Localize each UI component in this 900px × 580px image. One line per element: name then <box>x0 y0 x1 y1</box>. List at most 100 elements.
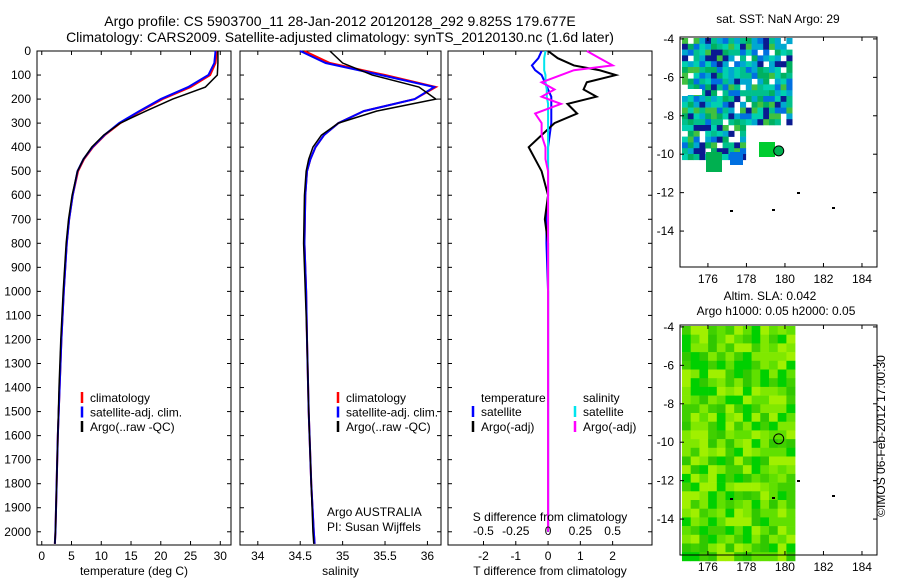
sla-cell <box>742 482 752 492</box>
sla-cell <box>777 343 787 353</box>
island-mark <box>772 497 775 499</box>
sst-cell <box>774 84 781 91</box>
sla-cell <box>708 334 718 344</box>
sla-cell <box>786 552 796 562</box>
sst-cell <box>728 49 735 56</box>
x2-tick-label: 0.5 <box>604 524 621 538</box>
sla-cell <box>699 326 709 335</box>
x-tick-label: 178 <box>736 560 756 574</box>
sla-cell <box>725 534 735 544</box>
map-panel-1: -4 -6 -8 -10 -12 -14 176 178 180 182 184 sat. SST: … <box>657 12 878 286</box>
sst-cell <box>711 136 718 143</box>
sst-cell <box>711 49 718 56</box>
sla-cell <box>769 447 778 457</box>
sla-cell <box>690 482 700 492</box>
x-tick-label: 1 <box>577 549 584 563</box>
legend-label: satellite-adj. clim. <box>90 406 182 420</box>
legend-header-temperature: temperature <box>481 391 546 405</box>
sst-cell <box>693 67 700 74</box>
sst-cell <box>740 101 747 108</box>
sst-cell <box>751 90 758 97</box>
sst-cell <box>774 90 781 97</box>
sst-cell <box>734 38 741 45</box>
sla-cell <box>708 430 718 440</box>
sla-cell <box>786 508 796 518</box>
sla-cell <box>742 334 752 344</box>
sst-cell <box>711 96 718 103</box>
sla-cell <box>682 543 691 553</box>
sst-cell <box>740 125 747 132</box>
sst-cell <box>687 142 694 149</box>
sla-cell <box>760 352 770 362</box>
sla-cell <box>734 395 744 405</box>
sla-cell <box>734 343 744 353</box>
sla-cell <box>725 395 735 405</box>
sla-cell <box>690 473 700 483</box>
sla-cell <box>716 369 726 379</box>
sst-cell <box>699 43 706 50</box>
sst-cell <box>682 55 689 62</box>
sst-cell <box>763 90 770 97</box>
y-tick-label: 1000 <box>4 284 31 298</box>
sla-cell <box>742 430 752 440</box>
sst-cell <box>711 55 718 62</box>
sla-cell <box>760 543 770 553</box>
sst-cell <box>740 61 747 68</box>
sst-cell <box>769 72 776 79</box>
y-tick-label: -8 <box>663 397 674 411</box>
sla-cell <box>699 491 709 501</box>
sla-cell <box>751 552 761 562</box>
sst-cell <box>786 55 793 62</box>
sla-cell <box>769 413 778 422</box>
x2-tick-label: -0.25 <box>502 524 530 538</box>
y-tick-label: 200 <box>11 92 31 106</box>
sst-cell <box>716 148 723 155</box>
sla-cell <box>751 352 761 362</box>
sla-cell <box>690 526 700 536</box>
sla-cell <box>734 360 744 370</box>
sla-cell <box>725 421 735 431</box>
sla-cell <box>734 517 744 527</box>
sla-cell <box>769 334 778 344</box>
sst-cell <box>699 119 706 126</box>
sla-cell <box>742 369 752 379</box>
sst-cell <box>682 38 689 45</box>
sla-cell <box>708 439 718 449</box>
sla-cell <box>777 456 787 466</box>
x2-tick-label: -0.5 <box>473 524 494 538</box>
sla-cell <box>760 534 770 544</box>
sla-cell <box>777 552 787 562</box>
series-line-satellite-adj-clim- <box>299 50 437 544</box>
sst-cell <box>705 142 712 149</box>
sst-cell <box>734 148 741 155</box>
sla-cell <box>751 386 761 396</box>
sst-cell <box>780 101 787 108</box>
sla-cell <box>751 447 761 457</box>
x-axis-label: T difference from climatology <box>473 564 627 578</box>
sst-cell <box>693 107 700 114</box>
sla-cell <box>786 447 796 457</box>
sla-cell <box>708 456 718 466</box>
y-tick-label: 1100 <box>5 308 31 322</box>
sla-cell <box>690 517 700 527</box>
title-line-1: Argo profile: CS 5903700_11 28-Jan-2012 … <box>104 13 576 29</box>
sla-cell <box>786 413 796 422</box>
sla-cell <box>708 343 718 353</box>
sla-cell <box>751 491 761 501</box>
sst-cell <box>763 96 770 103</box>
sst-cell <box>699 78 706 85</box>
sst-cell <box>786 84 793 91</box>
sla-cell <box>690 534 700 544</box>
sla-cell <box>708 413 718 422</box>
sst-cell <box>722 130 729 137</box>
y-tick-label: 0 <box>24 44 31 58</box>
sst-cell <box>774 119 781 126</box>
sst-cell <box>786 90 793 97</box>
sst-cell <box>716 49 723 56</box>
sst-cell <box>728 148 735 155</box>
profile-panel-3: -2 -1 0 1 2T difference from climatology temp… <box>447 50 653 578</box>
sla-cell <box>699 465 709 475</box>
sst-cell <box>687 61 694 68</box>
sst-cell <box>687 107 694 114</box>
sla-cell <box>777 360 787 370</box>
